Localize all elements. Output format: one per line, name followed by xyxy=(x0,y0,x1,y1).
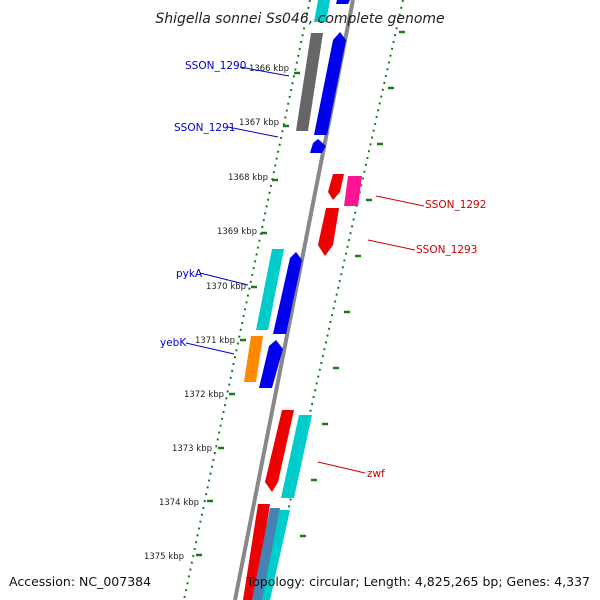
tick-label: 1369 kbp xyxy=(217,227,257,237)
gene-label-sson1291[interactable]: SSON_1291 xyxy=(174,122,235,134)
gene-label-pyka[interactable]: pykA xyxy=(176,268,203,280)
tick-label: 1368 kbp xyxy=(228,173,268,183)
gene-feature-blue xyxy=(259,340,283,388)
gene-feature-red xyxy=(265,410,294,492)
gene-feature-red xyxy=(328,174,344,200)
outer-tick-track xyxy=(267,0,404,600)
label-leaders xyxy=(185,66,425,474)
tick-label: 1374 kbp xyxy=(159,498,199,508)
tick-label: 1373 kbp xyxy=(172,444,212,454)
tick-label: 1370 kbp xyxy=(206,282,246,292)
gene-feature-blue xyxy=(336,0,350,4)
tick-label: 1367 kbp xyxy=(239,118,279,128)
gene-feature-red xyxy=(243,504,270,600)
gene-feature-blue xyxy=(314,32,346,135)
gene-label-sson1290[interactable]: SSON_1290 xyxy=(185,60,246,72)
gene-label-sson1292[interactable]: SSON_1292 xyxy=(425,199,486,211)
accession-text: Accession: NC_007384 xyxy=(9,574,152,589)
gene-feature-gray xyxy=(296,33,323,131)
gene-label-zwf[interactable]: zwf xyxy=(367,468,385,480)
tick-label: 1375 kbp xyxy=(144,552,184,562)
tick-labels: 1366 kbp 1367 kbp 1368 kbp 1369 kbp 1370… xyxy=(144,64,289,562)
outer-major-ticks xyxy=(300,30,405,538)
gene-label-yebk[interactable]: yebK xyxy=(160,337,187,349)
gene-feature-red xyxy=(318,208,339,256)
gene-feature-cyan xyxy=(314,0,330,22)
forward-strand-features xyxy=(252,32,362,600)
gene-feature-orange xyxy=(244,336,263,382)
reverse-strand-features xyxy=(243,0,350,600)
gene-feature-steel xyxy=(252,508,280,600)
gene-label-sson1293[interactable]: SSON_1293 xyxy=(416,244,477,256)
topology-text: Topology: circular; Length: 4,825,265 bp… xyxy=(246,574,590,589)
gene-feature-pink xyxy=(344,176,362,206)
tick-label: 1366 kbp xyxy=(249,64,289,74)
gene-feature-blue xyxy=(273,252,302,334)
gene-feature-blue xyxy=(310,139,326,153)
tick-label: 1371 kbp xyxy=(195,336,235,346)
gene-feature-cyan xyxy=(281,415,312,498)
major-ticks xyxy=(196,71,300,557)
tick-label: 1372 kbp xyxy=(184,390,224,400)
map-title: Shigella sonnei Ss046, complete genome xyxy=(155,11,444,27)
gene-feature-cyan xyxy=(256,249,284,330)
